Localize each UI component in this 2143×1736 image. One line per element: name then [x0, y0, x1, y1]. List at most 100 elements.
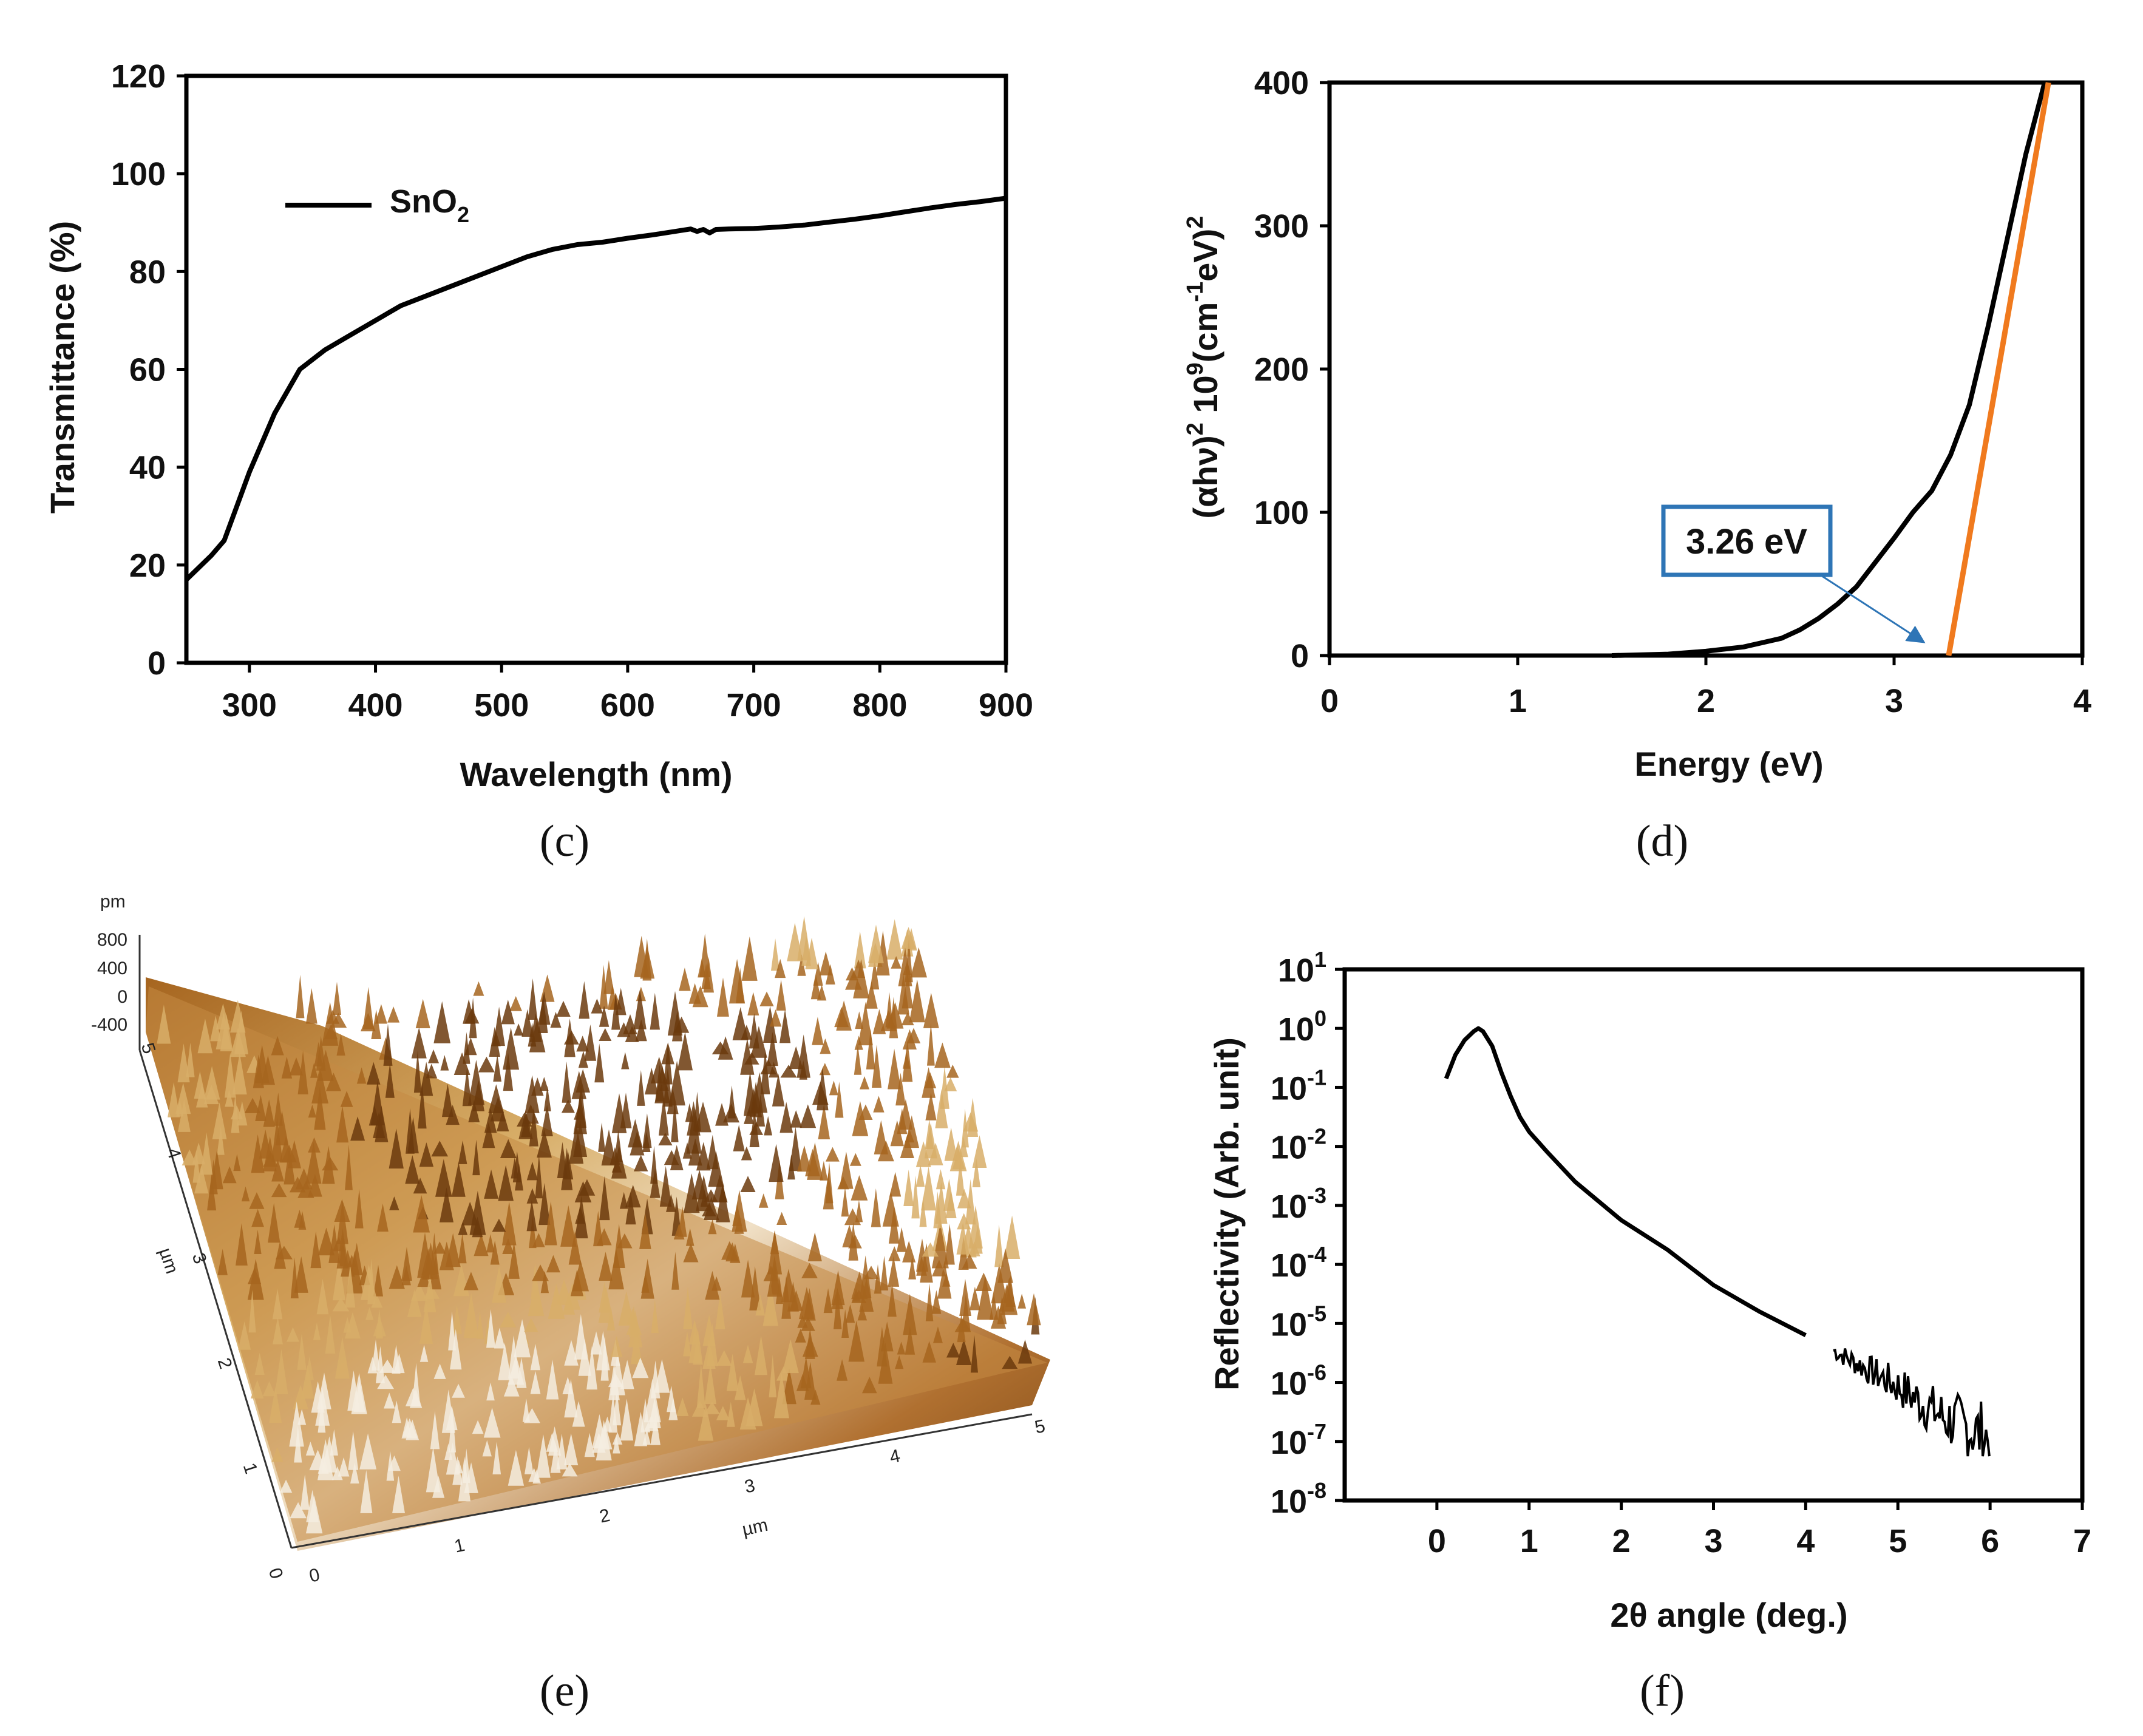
afm-peak — [758, 1193, 769, 1208]
x-tick-label-f-7: 7 — [2073, 1523, 2091, 1559]
afm-peak — [908, 1256, 916, 1280]
afm-peak — [810, 974, 821, 1000]
afm-peak — [244, 1097, 261, 1113]
afm-peak — [540, 1270, 549, 1294]
afm-peak — [275, 1246, 293, 1260]
y-axis-title-d: (αhν)2 109(cm-1eV)2 — [1183, 216, 1224, 519]
afm-peak — [946, 1343, 960, 1358]
y-tick-label-f--1: 10-1 — [1271, 1065, 1326, 1107]
afm-peak — [248, 1289, 256, 1333]
afm-peak — [902, 1241, 916, 1263]
afm-peak — [776, 979, 786, 1011]
tick-group-f: 0 1 2 3 4 5 6 7 101 100 10-1 10-2 10-3 10-4 10-5 10-6 10… — [1271, 947, 2091, 1559]
afm-peak — [961, 1108, 969, 1148]
afm-peak — [419, 1303, 433, 1344]
afm-peak — [787, 1154, 795, 1180]
afm-peak — [523, 1408, 540, 1423]
afm-peak — [482, 1122, 495, 1148]
afm-peak — [548, 1284, 565, 1319]
absorption-series-line — [1611, 81, 2047, 658]
afm-peak — [871, 1188, 881, 1227]
afm-peak — [644, 1415, 659, 1431]
afm-peak — [384, 1392, 395, 1409]
afm-peak — [651, 1299, 659, 1334]
afm-peak — [764, 1116, 772, 1136]
afm-peak — [350, 1116, 365, 1141]
afm-peak — [825, 1147, 840, 1162]
afm-peak — [659, 1095, 669, 1136]
afm-peak — [741, 936, 758, 981]
afm-peak — [483, 1408, 501, 1438]
afm-peak — [210, 1015, 222, 1042]
afm-peak — [419, 1062, 433, 1096]
afm-peak — [671, 1100, 679, 1142]
afm-peak — [715, 1103, 728, 1126]
afm-peak — [716, 1183, 730, 1222]
afm-peak — [271, 1159, 284, 1182]
afm-peak — [800, 1104, 817, 1128]
afm-peak — [564, 1433, 579, 1465]
afm-peak — [575, 1206, 586, 1224]
afm-peak — [401, 1418, 418, 1439]
afm-x-tick-1: 1 — [452, 1535, 466, 1557]
afm-peak — [1002, 1355, 1018, 1369]
afm-peak — [959, 1279, 971, 1316]
afm-peak — [526, 1199, 537, 1232]
panel-label-e: (e) — [540, 1666, 589, 1716]
x-tick-label-c-500: 500 — [474, 687, 529, 724]
afm-peak — [740, 1038, 755, 1075]
afm-peak — [779, 1009, 791, 1043]
afm-peak — [486, 1382, 495, 1401]
afm-peak — [415, 999, 430, 1028]
afm-peak — [922, 1242, 939, 1257]
afm-peak — [433, 1363, 446, 1379]
afm-peak — [377, 1203, 389, 1232]
afm-peak — [423, 1273, 436, 1312]
legend-label-sno2: SnO2 — [390, 183, 469, 227]
afm-peak — [192, 1142, 205, 1165]
afm-peak — [644, 1378, 661, 1423]
afm-peak — [902, 972, 913, 1009]
afm-peak — [372, 1339, 380, 1371]
afm-peak — [458, 1233, 467, 1264]
afm-peak — [931, 1223, 949, 1269]
sno2-series-line — [185, 195, 1007, 581]
y-tick-label-c-100: 100 — [111, 156, 166, 192]
afm-peak — [944, 1224, 955, 1265]
afm-peak — [732, 1204, 742, 1226]
afm-peak — [673, 1223, 685, 1239]
afm-peak — [804, 1361, 817, 1400]
afm-peak — [862, 1377, 877, 1394]
afm-peak — [873, 1096, 885, 1113]
afm-peak — [755, 1294, 766, 1316]
afm-peak — [859, 1277, 874, 1312]
afm-y-tick-1: 1 — [239, 1460, 262, 1476]
afm-peak — [324, 1024, 338, 1040]
afm-peak — [637, 1070, 645, 1106]
afm-peak — [584, 1433, 595, 1457]
afm-peak — [916, 1256, 927, 1276]
afm-peak — [273, 1317, 283, 1344]
afm-peak — [944, 1127, 958, 1161]
afm-peak — [406, 1108, 415, 1154]
afm-peak — [287, 1140, 301, 1168]
afm-peak — [453, 1052, 470, 1075]
afm-peak — [819, 1063, 830, 1076]
afm-peak — [445, 1233, 461, 1267]
afm-peak — [543, 1086, 551, 1111]
afm-peak — [336, 1105, 348, 1143]
afm-peak — [375, 1309, 383, 1339]
panel-label-f: (f) — [1640, 1666, 1685, 1716]
afm-peak — [570, 1269, 583, 1297]
afm-peak — [430, 1411, 440, 1449]
afm-peak — [308, 1137, 321, 1153]
afm-peak — [837, 1359, 848, 1381]
afm-peak — [854, 931, 866, 969]
afm-peak — [640, 946, 655, 979]
afm-peak — [494, 1327, 505, 1349]
y-tick-label-d-100: 100 — [1254, 495, 1309, 531]
afm-peak — [807, 1142, 823, 1180]
afm-peak — [732, 1007, 749, 1040]
afm-peak — [525, 1075, 540, 1113]
afm-peak — [186, 1042, 195, 1077]
